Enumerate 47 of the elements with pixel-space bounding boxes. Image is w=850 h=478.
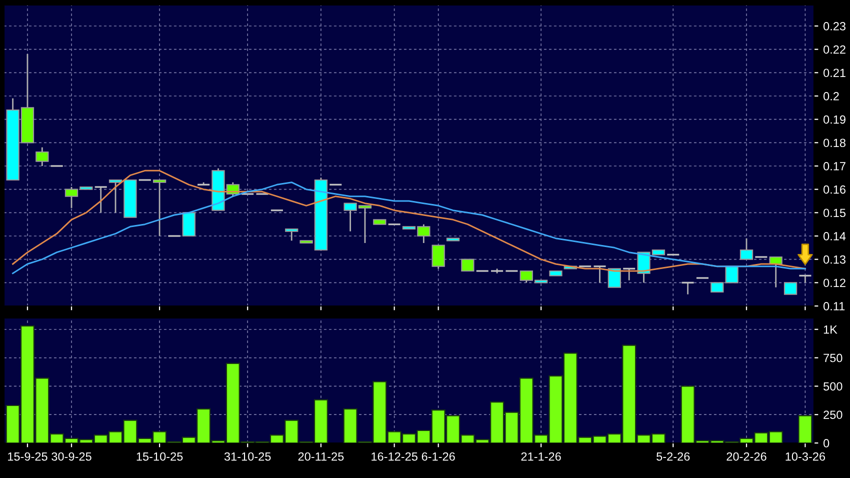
y-tick-label: 500 (824, 382, 842, 391)
x-tick-label: 6-1-26 (422, 452, 455, 461)
candlestick (710, 282, 724, 293)
y-tick-label: 0.23 (823, 22, 846, 30)
candlestick (784, 282, 798, 295)
y-tick-label: 0.16 (823, 185, 846, 194)
y-tick-label: 750 (824, 354, 842, 362)
candlestick (36, 146, 49, 167)
candlestick (432, 244, 445, 270)
y-tick-label: 0.19 (823, 115, 846, 124)
candlestick (622, 268, 636, 282)
y-tick-label: 0.12 (823, 278, 846, 288)
y-tick-label: 1K (824, 326, 838, 334)
x-tick-label: 16-12-25 (372, 452, 418, 461)
y-tick-label: 0.11 (823, 302, 845, 310)
x-tick-label: 20-2-26 (726, 452, 766, 461)
candlestick (94, 186, 108, 214)
candlestick (740, 238, 754, 260)
y-tick-label: 0.13 (823, 255, 846, 264)
candlestick (285, 228, 298, 242)
y-tick-label: 0.2 (823, 92, 839, 100)
candlestick (725, 266, 738, 284)
y-tick-label: 0.15 (823, 208, 846, 218)
y-tick-label: 250 (824, 410, 842, 419)
candlestick (680, 282, 695, 296)
y-tick-label: 0 (823, 439, 830, 448)
candlestick (152, 179, 166, 237)
candlestick (461, 258, 474, 272)
x-tick-label: 15-9-25 (8, 452, 48, 461)
y-tick-label: 0.22 (823, 45, 846, 54)
y-tick-label: 0.17 (823, 162, 846, 170)
y-tick-label: 0.21 (823, 68, 846, 78)
candlestick (108, 179, 122, 214)
x-tick-label: 30-9-25 (52, 452, 92, 461)
x-tick-label: 10-3-26 (786, 452, 826, 461)
x-tick-label: 20-11-25 (298, 452, 344, 461)
x-tick-label: 21-1-26 (521, 452, 561, 461)
candlestick (608, 268, 622, 288)
y-tick-label: 0.18 (823, 138, 846, 148)
bar (798, 415, 812, 443)
y-tick-label: 0.14 (823, 232, 846, 240)
x-tick-label: 5-2-26 (656, 452, 690, 461)
candlestick (592, 266, 607, 284)
x-tick-label: 31-10-25 (224, 452, 271, 461)
candlestick (182, 212, 196, 237)
candlestick (798, 274, 812, 284)
x-tick-label: 15-10-25 (136, 452, 183, 461)
